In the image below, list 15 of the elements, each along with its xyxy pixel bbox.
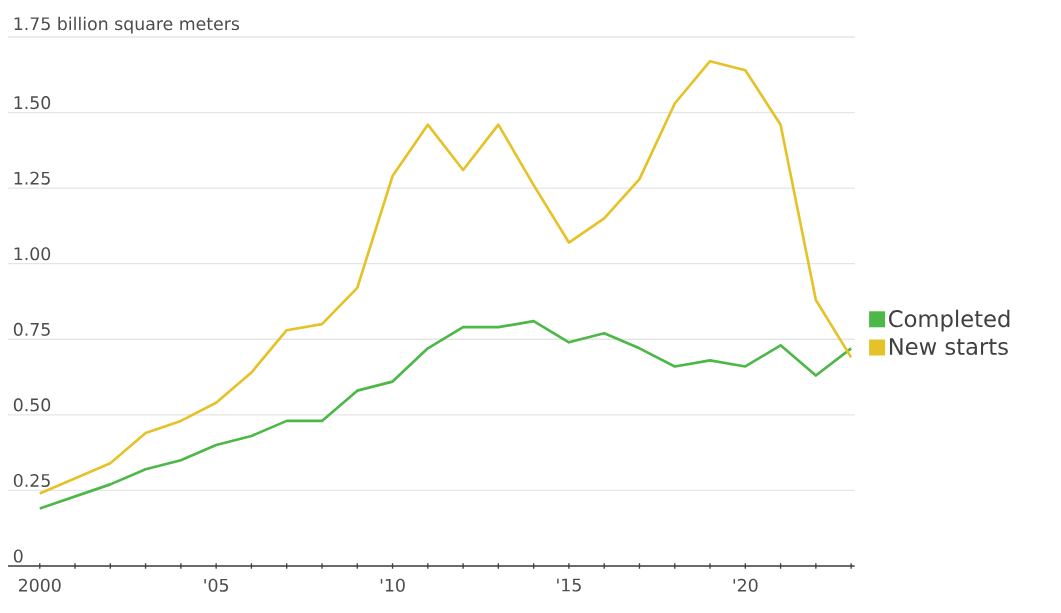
y-tick-label: 0.25	[13, 473, 50, 488]
x-tick-label: '10	[380, 578, 405, 592]
legend-label: New starts	[889, 338, 1008, 356]
y-tick-label: 0.75	[13, 322, 50, 336]
y-tick-label: 1.75 billion square meters	[14, 16, 240, 34]
y-tick-label: 0.50	[13, 398, 51, 412]
x-tick-label: '15	[557, 578, 581, 592]
y-tick-label: 0	[13, 549, 23, 563]
y-tick-label: 1.00	[14, 247, 51, 261]
y-tick-label: 1.50	[14, 96, 51, 110]
y-tick-label: 1.25	[14, 171, 50, 185]
x-tick-label: 2000	[18, 578, 61, 592]
x-tick-label: '20	[733, 578, 758, 592]
x-tick-label: '05	[204, 578, 229, 592]
legend-label: Completed	[889, 309, 1010, 332]
